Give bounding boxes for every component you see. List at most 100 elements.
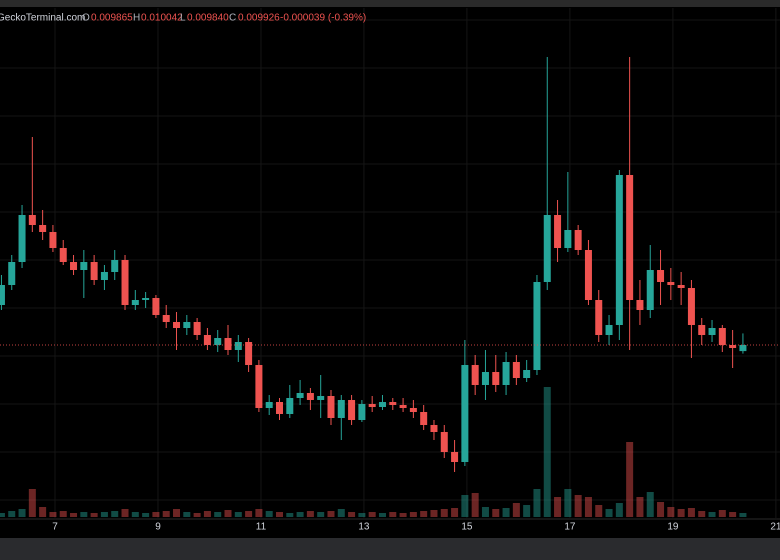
candle-body (667, 282, 675, 285)
volume-bar (399, 513, 407, 517)
candle-body (564, 230, 572, 248)
candle-body (70, 262, 78, 270)
candle-body (471, 365, 479, 385)
candle-body (378, 402, 386, 407)
volume-bar (378, 513, 386, 517)
ohlc-value: 0.009926 (238, 13, 280, 24)
volume-bar (131, 512, 139, 517)
candle-body (49, 232, 57, 248)
candle-body (183, 322, 191, 328)
volume-bar (523, 505, 531, 517)
candle-body (636, 300, 644, 310)
x-tick-label: 11 (256, 522, 267, 533)
volume-bar (481, 507, 489, 517)
ohlc-label: L (180, 13, 186, 24)
volume-bar (543, 387, 551, 517)
volume-bar (626, 442, 634, 517)
candle-body (420, 412, 428, 425)
volume-bar (739, 513, 747, 517)
ohlc-label: H (133, 13, 140, 24)
volume-bar (440, 509, 448, 517)
volume-bar (203, 511, 211, 517)
volume-bar (49, 512, 57, 517)
volume-bar (492, 509, 500, 517)
ohlc-value: 0.009865 (91, 13, 133, 24)
plot (0, 57, 780, 517)
ohlc-value: 0.009840 (187, 13, 229, 24)
ohlc-label: O (82, 13, 90, 24)
volume-bar (595, 505, 603, 517)
candle-body (327, 396, 335, 418)
candle-body (718, 328, 726, 345)
candle-body (255, 365, 263, 408)
volume-bar (224, 510, 232, 517)
x-tick-label: 7 (52, 522, 58, 533)
candle-body (440, 432, 448, 452)
candle-body (234, 342, 242, 350)
candle-body (451, 452, 459, 462)
volume-bar (18, 509, 26, 517)
volume-bar (59, 511, 67, 517)
candle-body (409, 408, 417, 412)
change: -0.000039 (-0.39%) (280, 13, 366, 24)
volume-bar (193, 513, 201, 517)
candle-body (224, 338, 232, 350)
volume-bar (718, 510, 726, 517)
candle-body (80, 262, 88, 270)
volume-bar (8, 511, 16, 517)
volume-bar (286, 513, 294, 517)
candle-body (543, 215, 551, 282)
candle-body (646, 270, 654, 310)
volume-bar (142, 513, 150, 517)
volume-bar (615, 503, 623, 517)
candle-body (0, 285, 5, 305)
volume-bar (183, 512, 191, 517)
volume-bar (677, 509, 685, 517)
x-tick-label: 19 (667, 522, 679, 533)
volume-bar (245, 511, 253, 517)
volume-bar (162, 511, 170, 517)
candle-body (265, 402, 273, 408)
volume-bar (100, 512, 108, 517)
volume-bar (234, 512, 242, 517)
volume-bar (358, 513, 366, 517)
candle-body (481, 372, 489, 385)
candle-body (698, 325, 706, 335)
candle-body (708, 328, 716, 335)
x-tick-label: 21 (770, 522, 780, 533)
volume-bar (729, 512, 737, 517)
candle-body (430, 425, 438, 432)
candle-body (59, 248, 67, 262)
candle-body (461, 365, 469, 462)
volume-bar (646, 492, 654, 517)
candle-body (245, 342, 253, 365)
candle-body (687, 288, 695, 325)
candle-body (131, 300, 139, 305)
volume-bar (80, 512, 88, 517)
candle-body (152, 298, 160, 315)
candle-body (28, 215, 36, 225)
volume-bar (121, 509, 129, 517)
x-tick-label: 17 (564, 522, 576, 533)
volume-bar (584, 497, 592, 517)
candle-body (729, 345, 737, 348)
candle-body (657, 270, 665, 282)
candle-body (306, 393, 314, 400)
candle-body (368, 404, 376, 407)
volume-bar (265, 511, 273, 517)
candle-body (286, 398, 294, 414)
candle-body (317, 396, 325, 400)
volume-bar (348, 512, 356, 517)
volume-bar (389, 512, 397, 517)
candle-body (193, 322, 201, 335)
candle-body (574, 230, 582, 250)
top-strip (0, 0, 780, 7)
candle-body (142, 298, 150, 300)
volume-bar (327, 511, 335, 517)
candle-body (512, 362, 520, 378)
volume-bar (451, 508, 459, 517)
volume-bar (70, 513, 78, 517)
candle-body (348, 400, 356, 420)
